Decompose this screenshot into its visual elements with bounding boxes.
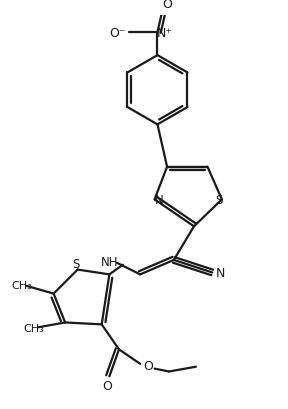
- Text: O: O: [143, 360, 153, 372]
- Text: O: O: [103, 380, 112, 393]
- Text: S: S: [72, 258, 79, 271]
- Text: NH: NH: [101, 256, 118, 269]
- Text: O⁻: O⁻: [109, 27, 125, 39]
- Text: CH₃: CH₃: [23, 324, 44, 333]
- Text: CH₃: CH₃: [12, 280, 32, 290]
- Text: N: N: [215, 266, 225, 279]
- Text: N⁺: N⁺: [157, 27, 173, 39]
- Text: S: S: [215, 193, 223, 207]
- Text: N: N: [155, 193, 164, 207]
- Text: O: O: [162, 0, 172, 11]
